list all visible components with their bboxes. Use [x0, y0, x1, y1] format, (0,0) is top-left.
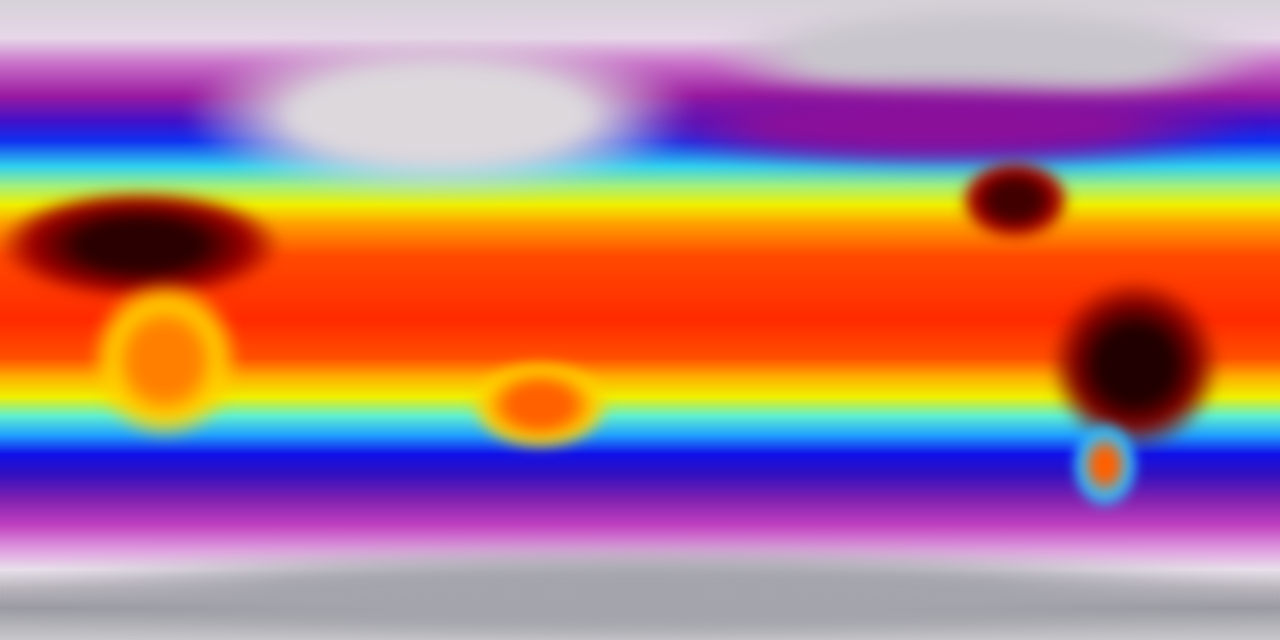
australia-region — [470, 360, 610, 450]
south-america-hot-region — [1050, 280, 1220, 450]
mexico-hot-region — [960, 160, 1070, 240]
northern-asia-cold-region — [180, 30, 700, 200]
antarctica-region — [0, 545, 1280, 640]
africa-south-region — [90, 280, 240, 440]
patagonia-region — [1070, 420, 1140, 510]
north-america-purple-region — [620, 80, 1260, 170]
sahara-hot-region — [0, 190, 280, 300]
